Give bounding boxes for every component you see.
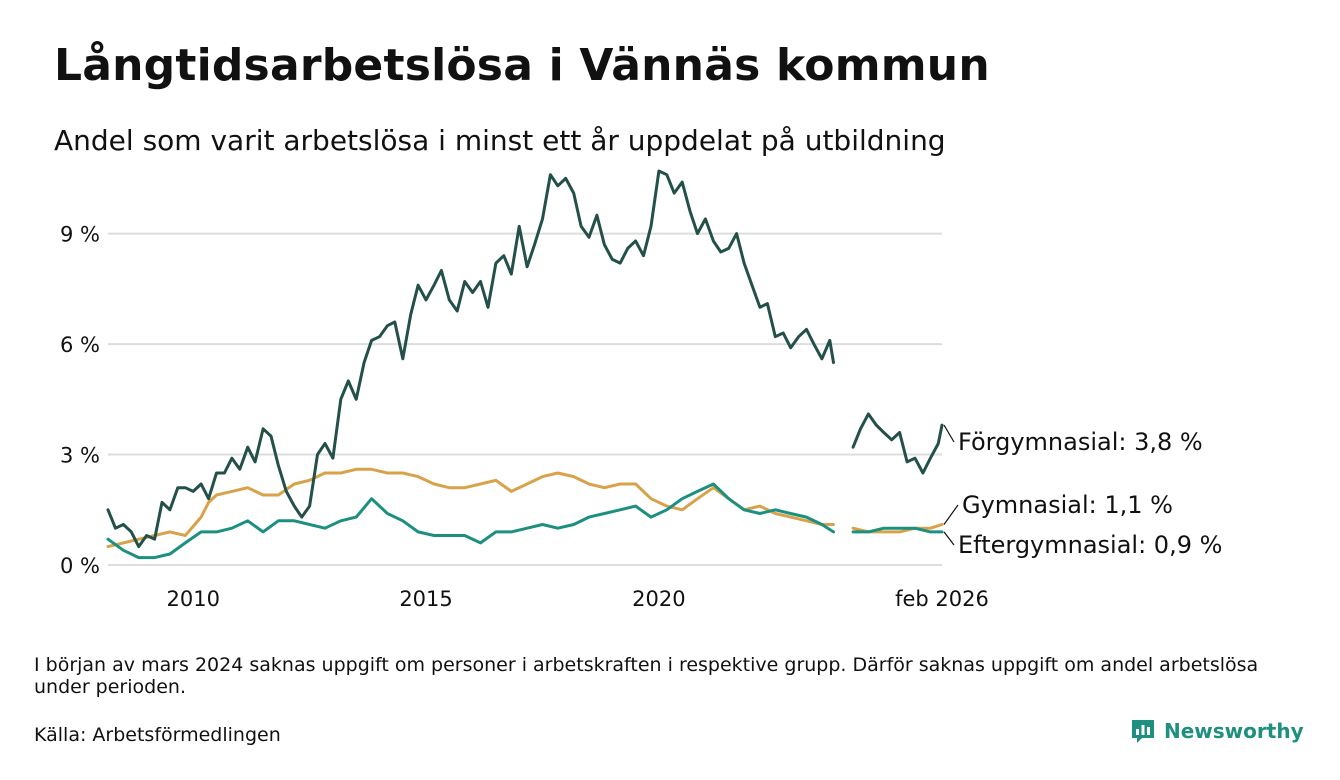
y-tick-label: 3 % [60,444,100,468]
series-line-eftergymnasial-1 [851,526,944,534]
leader-line-eftergymnasial [943,531,955,546]
chart-title: Långtidsarbetslösa i Vännäs kommun [54,40,990,91]
y-tick-label: 0 % [60,554,100,578]
x-tick-label: 2010 [166,587,219,611]
series-line-eftergymnasial-0 [106,482,835,560]
brand-name: Newsworthy [1164,719,1304,743]
series-line-forgymnasial-0 [106,169,835,549]
line-chart: 0 % 3 % 6 % 9 % 2010 2015 2020 feb 2026 Förgym… [60,169,1222,611]
source-text: Källa: Arbetsförmedlingen [34,724,281,746]
x-tick-label: 2015 [399,587,452,611]
grid-layer [108,232,942,566]
footnote: I början av mars 2024 saknas uppgift om … [34,654,1259,698]
leader-line-gymnasial [943,504,959,525]
bar-chart-icon [1132,720,1154,743]
x-tick-label: feb 2026 [895,587,989,611]
chart-subtitle: Andel som varit arbetslösa i minst ett å… [54,124,946,157]
x-tick-label: 2020 [632,587,685,611]
y-tick-label: 9 % [60,223,100,247]
series-line-gymnasial-0 [106,467,835,549]
series-layer [106,169,944,560]
series-line-forgymnasial-1 [851,412,944,475]
series-label-eftergymnasial: Eftergymnasial: 0,9 % [958,531,1222,559]
series-label-gymnasial: Gymnasial: 1,1 % [962,491,1173,519]
legend-labels: Förgymnasial: 3,8 % Gymnasial: 1,1 % Efter… [943,424,1222,559]
x-axis: 2010 2015 2020 feb 2026 [166,587,988,611]
y-tick-label: 6 % [60,333,100,357]
newsworthy-logo: Newsworthy [1130,718,1304,744]
series-label-forgymnasial: Förgymnasial: 3,8 % [958,428,1203,456]
y-axis: 0 % 3 % 6 % 9 % [60,223,100,578]
leader-line-forgymnasial [943,424,955,443]
